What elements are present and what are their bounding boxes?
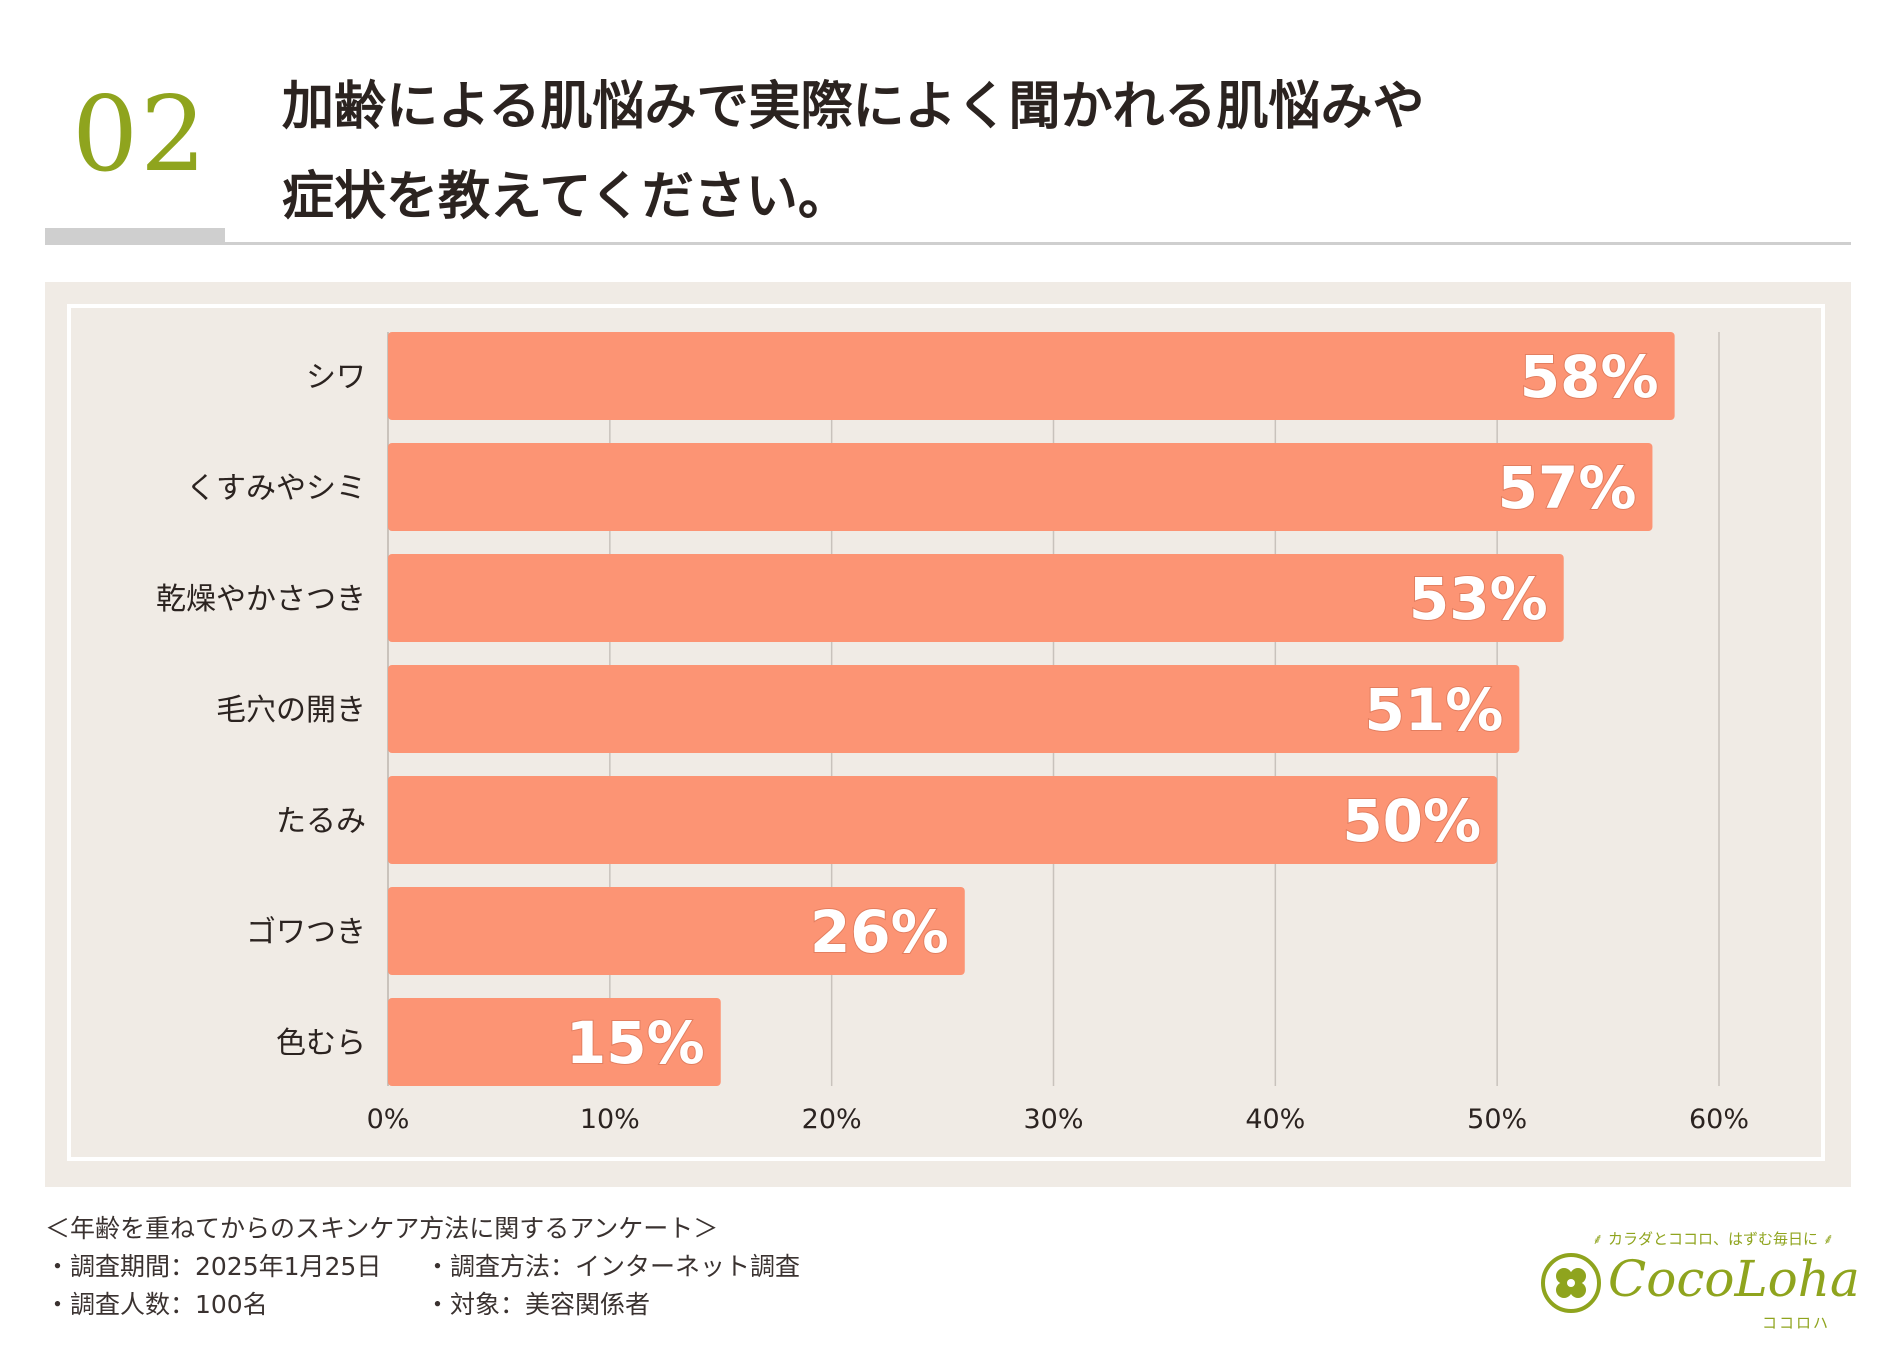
x-tick-label: 40% [1245, 1104, 1305, 1135]
data-label: 51% [1365, 676, 1504, 744]
category-label: ゴワつき [246, 915, 366, 950]
title-line-1: 加齢による肌悩みで実際によく聞かれる肌悩みや [282, 77, 1425, 137]
logo-sub: ココロハ [1762, 1314, 1831, 1332]
category-label: たるみ [276, 804, 366, 839]
bar [388, 665, 1520, 753]
x-tick-label: 10% [580, 1104, 640, 1135]
x-tick-label: 60% [1689, 1104, 1749, 1135]
category-label: 乾燥やかさつき [156, 582, 366, 617]
category-label: シワ [306, 360, 366, 395]
page-title: 加齢による肌悩みで実際によく聞かれる肌悩みや 症状を教えてください。 [282, 62, 1782, 242]
x-tick-label: 0% [367, 1104, 410, 1135]
survey-info: ＜年齢を重ねてからのスキンケア方法に関するアンケート＞ ・調査期間：2025年1… [45, 1210, 800, 1324]
logo-tagline: ⸙ カラダとココロ、はずむ毎日に ⸙ [1592, 1230, 1835, 1248]
bar [388, 887, 965, 975]
header-divider [45, 242, 1851, 245]
cocoloha-logo: ⸙ カラダとココロ、はずむ毎日に ⸙ CocoLoha ココロハ [1540, 1228, 1860, 1338]
survey-period: ・調査期間：2025年1月25日 [45, 1252, 382, 1281]
survey-count: ・調査人数：100名 [45, 1290, 268, 1319]
bar [388, 443, 1653, 531]
survey-method: ・調査方法：インターネット調査 [425, 1252, 801, 1281]
category-label: くすみやシミ [186, 471, 366, 506]
logo-name: CocoLoha [1608, 1250, 1860, 1308]
question-number: 02 [72, 73, 209, 195]
survey-target: ・対象：美容関係者 [425, 1290, 651, 1319]
bar [388, 554, 1564, 642]
title-line-2: 症状を教えてください。 [282, 167, 850, 227]
bar [388, 776, 1498, 864]
x-tick-label: 30% [1023, 1104, 1083, 1135]
chart-panel: 0% 10% 20% 30% 40% 50% 60% シワ 58% くすみやシミ 57% 乾燥やかさつ… [45, 282, 1851, 1187]
x-tick-label: 20% [802, 1104, 862, 1135]
data-label: 26% [810, 898, 949, 966]
data-label: 15% [566, 1009, 705, 1077]
data-label: 50% [1342, 787, 1481, 855]
data-label: 53% [1409, 565, 1548, 633]
clover-icon [1541, 1253, 1601, 1313]
bar [388, 998, 721, 1086]
category-label: 毛穴の開き [216, 693, 366, 728]
bar-chart: 0% 10% 20% 30% 40% 50% 60% シワ 58% くすみやシミ 57% 乾燥やかさつ… [156, 332, 1749, 1135]
data-label: 57% [1498, 454, 1637, 522]
bar [388, 332, 1675, 420]
survey-title: ＜年齢を重ねてからのスキンケア方法に関するアンケート＞ [45, 1214, 719, 1243]
chart-frame [67, 304, 1825, 1161]
data-label: 58% [1520, 343, 1659, 411]
header-divider-accent [45, 228, 225, 244]
category-label: 色むら [276, 1026, 366, 1061]
x-tick-label: 50% [1467, 1104, 1527, 1135]
